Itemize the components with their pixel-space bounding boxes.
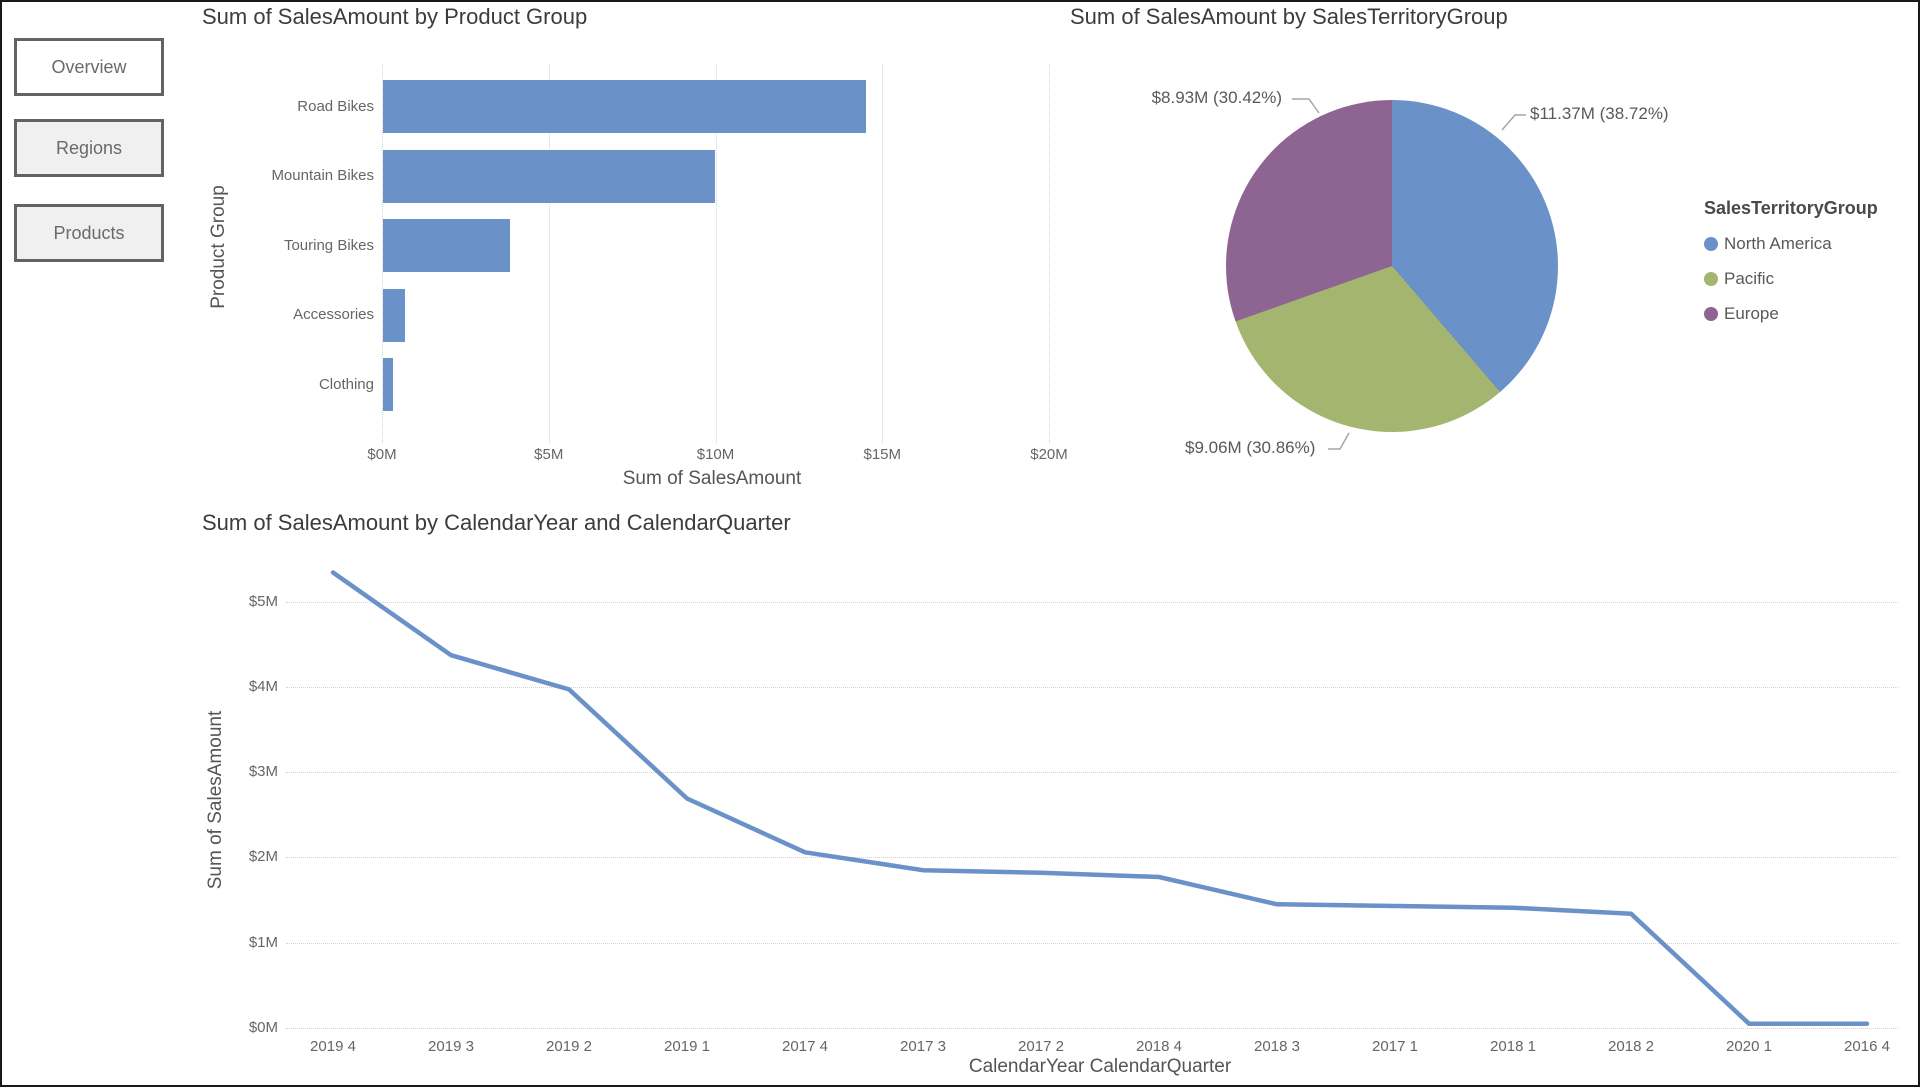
line-chart-x-tick-label: 2019 1 [664,1038,710,1055]
pie-label-europe: $8.93M (30.42%) [1151,88,1282,107]
line-chart-y-tick-label: $5M [248,592,278,610]
bar-chart-gridline [548,64,550,443]
legend-item-pacific[interactable]: Pacific [1704,269,1878,289]
line-chart-gridline [286,1028,1898,1029]
line-chart-y-tick-label: $0M [248,1019,278,1036]
bar-chart-gridline [1049,64,1050,443]
legend-dot-north-america [1704,237,1718,251]
pie-legend: SalesTerritoryGroup North America Pacifi… [1704,198,1878,324]
bar-chart-gridline [882,64,884,443]
line-chart-x-axis-title: CalendarYear CalendarQuarter [968,1056,1232,1077]
bar-chart-category-label: Mountain Bikes [271,167,374,184]
bar-touring-bikes[interactable] [383,219,511,272]
pie-legend-title: SalesTerritoryGroup [1704,198,1878,218]
line-chart-x-tick-label: 2017 4 [782,1038,828,1055]
legend-label-europe: Europe [1724,304,1779,323]
line-chart-x-tick-label: 2018 4 [1136,1038,1182,1055]
line-chart-y-tick-label: $1M [248,933,278,951]
line-chart-y-tick-label: $4M [248,677,278,695]
bar-chart-category-label: Accessories [293,306,374,323]
line-chart-x-tick-label: 2018 2 [1608,1038,1654,1055]
bar-chart-title: Sum of SalesAmount by Product Group [202,4,588,29]
pie-label-north-america: $11.37M (38.72%) [1530,104,1669,123]
bar-chart-x-tick-label: $20M [1030,446,1068,463]
line-chart-title: Sum of SalesAmount by CalendarYear and C… [202,510,791,535]
bar-chart-x-tick-label: $15M [863,446,902,463]
line-chart-x-tick-label: 2018 1 [1490,1038,1536,1055]
bar-chart-category-label: Touring Bikes [283,236,374,254]
legend-label-pacific: Pacific [1724,269,1775,288]
bar-road-bikes[interactable] [383,80,866,133]
line-chart-gridline [286,686,1898,688]
legend-dot-europe [1704,307,1718,321]
line-chart-x-tick-label: 2020 1 [1726,1038,1772,1055]
line-chart-y-tick-label: $2M [248,848,278,866]
line-chart-x-tick-label: 2017 2 [1018,1038,1064,1055]
nav-button-regions[interactable]: Regions [14,119,164,177]
line-chart-x-tick-label: 2017 3 [900,1038,946,1055]
legend-item-europe[interactable]: Europe [1704,304,1878,324]
bar-clothing[interactable] [383,358,394,411]
pie[interactable] [1226,100,1558,432]
line-chart-x-tick-label: 2017 1 [1372,1038,1418,1055]
pie-leader-line-europe [1292,98,1320,114]
line-chart-x-tick-label: 2019 2 [546,1038,592,1055]
bar-chart-x-axis-title: Sum of SalesAmount [622,468,802,489]
line-chart-gridline [286,857,1898,859]
line-chart-gridline [286,601,1898,603]
bar-chart-gridline [382,64,383,443]
bar-chart-x-tick-label: $0M [367,446,397,463]
nav-button-products[interactable]: Products [14,204,164,262]
legend-dot-pacific [1704,272,1718,286]
bar-accessories[interactable] [383,288,405,342]
line-chart-x-tick-label: 2016 4 [1844,1038,1890,1055]
line-chart-x-tick-label: 2019 4 [310,1038,356,1055]
bar-chart-gridline [715,64,717,443]
line-chart-x-tick-label: 2019 3 [428,1038,474,1055]
pie-chart-title: Sum of SalesAmount by SalesTerritoryGrou… [1070,4,1508,29]
line-chart-gridline [286,772,1898,774]
legend-label-north-america: North America [1724,234,1832,253]
bar-chart-x-tick-label: $5M [534,446,564,463]
pie-label-pacific: $9.06M (30.86%) [1185,438,1316,457]
bar-chart-x-tick-label: $10M [696,446,735,463]
bar-chart-category-label: Clothing [318,375,374,393]
legend-item-north-america[interactable]: North America [1704,234,1878,254]
line-chart-x-tick-label: 2018 3 [1254,1038,1300,1055]
pie-leader-line-pacific [1328,432,1350,450]
nav-button-overview[interactable]: Overview [14,38,164,96]
line-chart-series[interactable] [330,570,1870,1026]
line-chart-gridline [286,942,1898,944]
line-chart-y-tick-label: $3M [248,763,278,781]
bar-mountain-bikes[interactable] [383,149,716,203]
bar-chart-category-label: Road Bikes [297,97,374,115]
pie-leader-line-north-america [1501,114,1526,131]
